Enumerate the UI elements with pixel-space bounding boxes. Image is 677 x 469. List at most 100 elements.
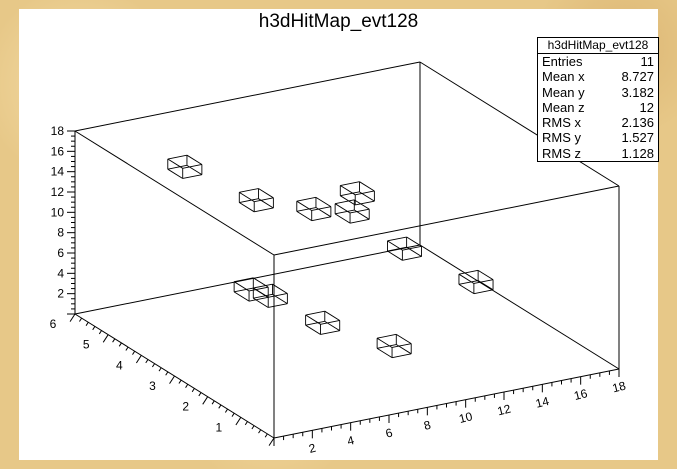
z-tick-label: 14 [51, 165, 65, 179]
y-tick [135, 355, 142, 364]
hit-bin-edge [239, 202, 255, 213]
y-tick [118, 342, 122, 347]
hit-bin-edge [391, 353, 412, 359]
hit-bin-edge [324, 310, 340, 321]
hit-bin-edge [253, 293, 273, 299]
hit-bin-edge [234, 277, 254, 283]
hit-bin-edge [458, 283, 475, 295]
y-tick [85, 321, 89, 326]
hit-bin-edge [167, 168, 183, 179]
y-tick [211, 400, 215, 405]
y-tick [244, 421, 248, 426]
hit-bin-edge [248, 286, 269, 292]
hit-bin-edge [253, 297, 269, 308]
y-tick [151, 363, 156, 368]
x-tick-label: 8 [422, 418, 432, 433]
x-tick-label: 12 [496, 402, 513, 419]
hit-bin-7 [458, 269, 494, 295]
stats-value: 12 [639, 99, 654, 115]
hit-bin-edge [186, 154, 203, 165]
frame-edge [74, 61, 421, 132]
y-tick [185, 383, 189, 388]
hit-bin-edge [376, 337, 393, 348]
frame-edge [419, 244, 620, 370]
stats-row: Mean y 3.182 [538, 85, 658, 100]
hit-bin-edge [458, 273, 475, 284]
y-tick [231, 412, 235, 417]
stats-label: Mean y [542, 84, 585, 100]
z-tick-label: 8 [57, 226, 64, 240]
chart-title: h3dHitMap_evt128 [258, 11, 419, 32]
x-tick-label: 14 [534, 394, 551, 411]
hit-bin-edge [340, 195, 356, 206]
y-tick [165, 371, 169, 376]
y-tick [251, 425, 255, 430]
x-tick-label: 10 [457, 409, 474, 426]
y-tick [79, 317, 83, 322]
hit-bin-edge [311, 206, 331, 211]
y-tick-label: 5 [83, 338, 90, 352]
hit-bin-edge [406, 236, 422, 247]
stats-row: Mean z 12 [538, 100, 658, 115]
hit-bin-edge [334, 203, 351, 214]
hit-bin-edge [377, 344, 397, 349]
hit-bin-edge [167, 164, 188, 170]
hit-bin-edge [233, 281, 250, 292]
hit-bin-edge [272, 283, 288, 294]
hit-bin-edge [305, 314, 321, 325]
hit-bin-edge [391, 343, 412, 348]
z-tick-label: 2 [57, 287, 64, 301]
hit-bin-edge [359, 181, 375, 192]
stats-rows: Entries 11 Mean x 8.727 Mean y 3.182 Mean z 12 R… [538, 54, 658, 161]
y-tick [218, 404, 222, 409]
stats-value: 1.128 [621, 145, 654, 161]
hit-bin-edge [239, 191, 255, 203]
y-tick [268, 437, 275, 446]
hit-bin-edge [340, 191, 360, 197]
stats-label: Mean x [542, 69, 585, 85]
stats-box: h3dHitMap_evt128 Entries 11 Mean x 8.727 Mea… [537, 37, 659, 163]
hit-bin-10 [305, 310, 341, 335]
hit-bin-edge [234, 287, 254, 293]
hit-bin-edge [239, 198, 259, 203]
hit-bin-edge [258, 188, 274, 199]
y-tick-label: 3 [149, 379, 156, 393]
x-tick-label: 4 [346, 433, 356, 448]
hit-bin-edge [296, 200, 312, 211]
y-tick [145, 359, 149, 364]
z-tick-label: 18 [51, 124, 65, 138]
hit-bin-edge [402, 245, 422, 251]
hit-bin-edge [340, 181, 360, 186]
hit-bin-edge [376, 347, 393, 359]
y-tick [264, 433, 268, 438]
hit-bin-edge [167, 154, 188, 160]
hit-bin-edge [458, 269, 479, 275]
hit-bin-edge [254, 207, 274, 213]
z-tick-label: 10 [51, 205, 65, 219]
frame-edge [74, 130, 275, 256]
stats-label: Entries [542, 54, 583, 69]
hit-bin-edge [239, 188, 259, 193]
x-tick-label: 18 [611, 379, 628, 396]
hit-bin-11 [376, 333, 412, 359]
y-tick [258, 429, 262, 434]
stats-row: RMS x 2.136 [538, 115, 658, 130]
y-tick-label: 2 [182, 400, 189, 414]
hit-bin-edge [248, 296, 269, 302]
hit-bin-edge [233, 291, 250, 302]
hit-bin-edge [335, 209, 355, 215]
hit-bin-edge [296, 196, 317, 202]
hit-bin-edge [387, 250, 403, 261]
y-tick [125, 346, 129, 351]
y-tick [235, 417, 242, 426]
y-tick [132, 350, 136, 355]
hit-bin-edge [396, 333, 412, 345]
hit-bin-edge [349, 208, 370, 214]
hit-bin-9 [252, 283, 288, 308]
hit-bin-edge [473, 289, 494, 295]
y-tick [169, 375, 175, 384]
hit-bin-edge [335, 199, 355, 205]
hit-bin-edge [167, 158, 183, 169]
hit-bin-edge [334, 213, 351, 224]
